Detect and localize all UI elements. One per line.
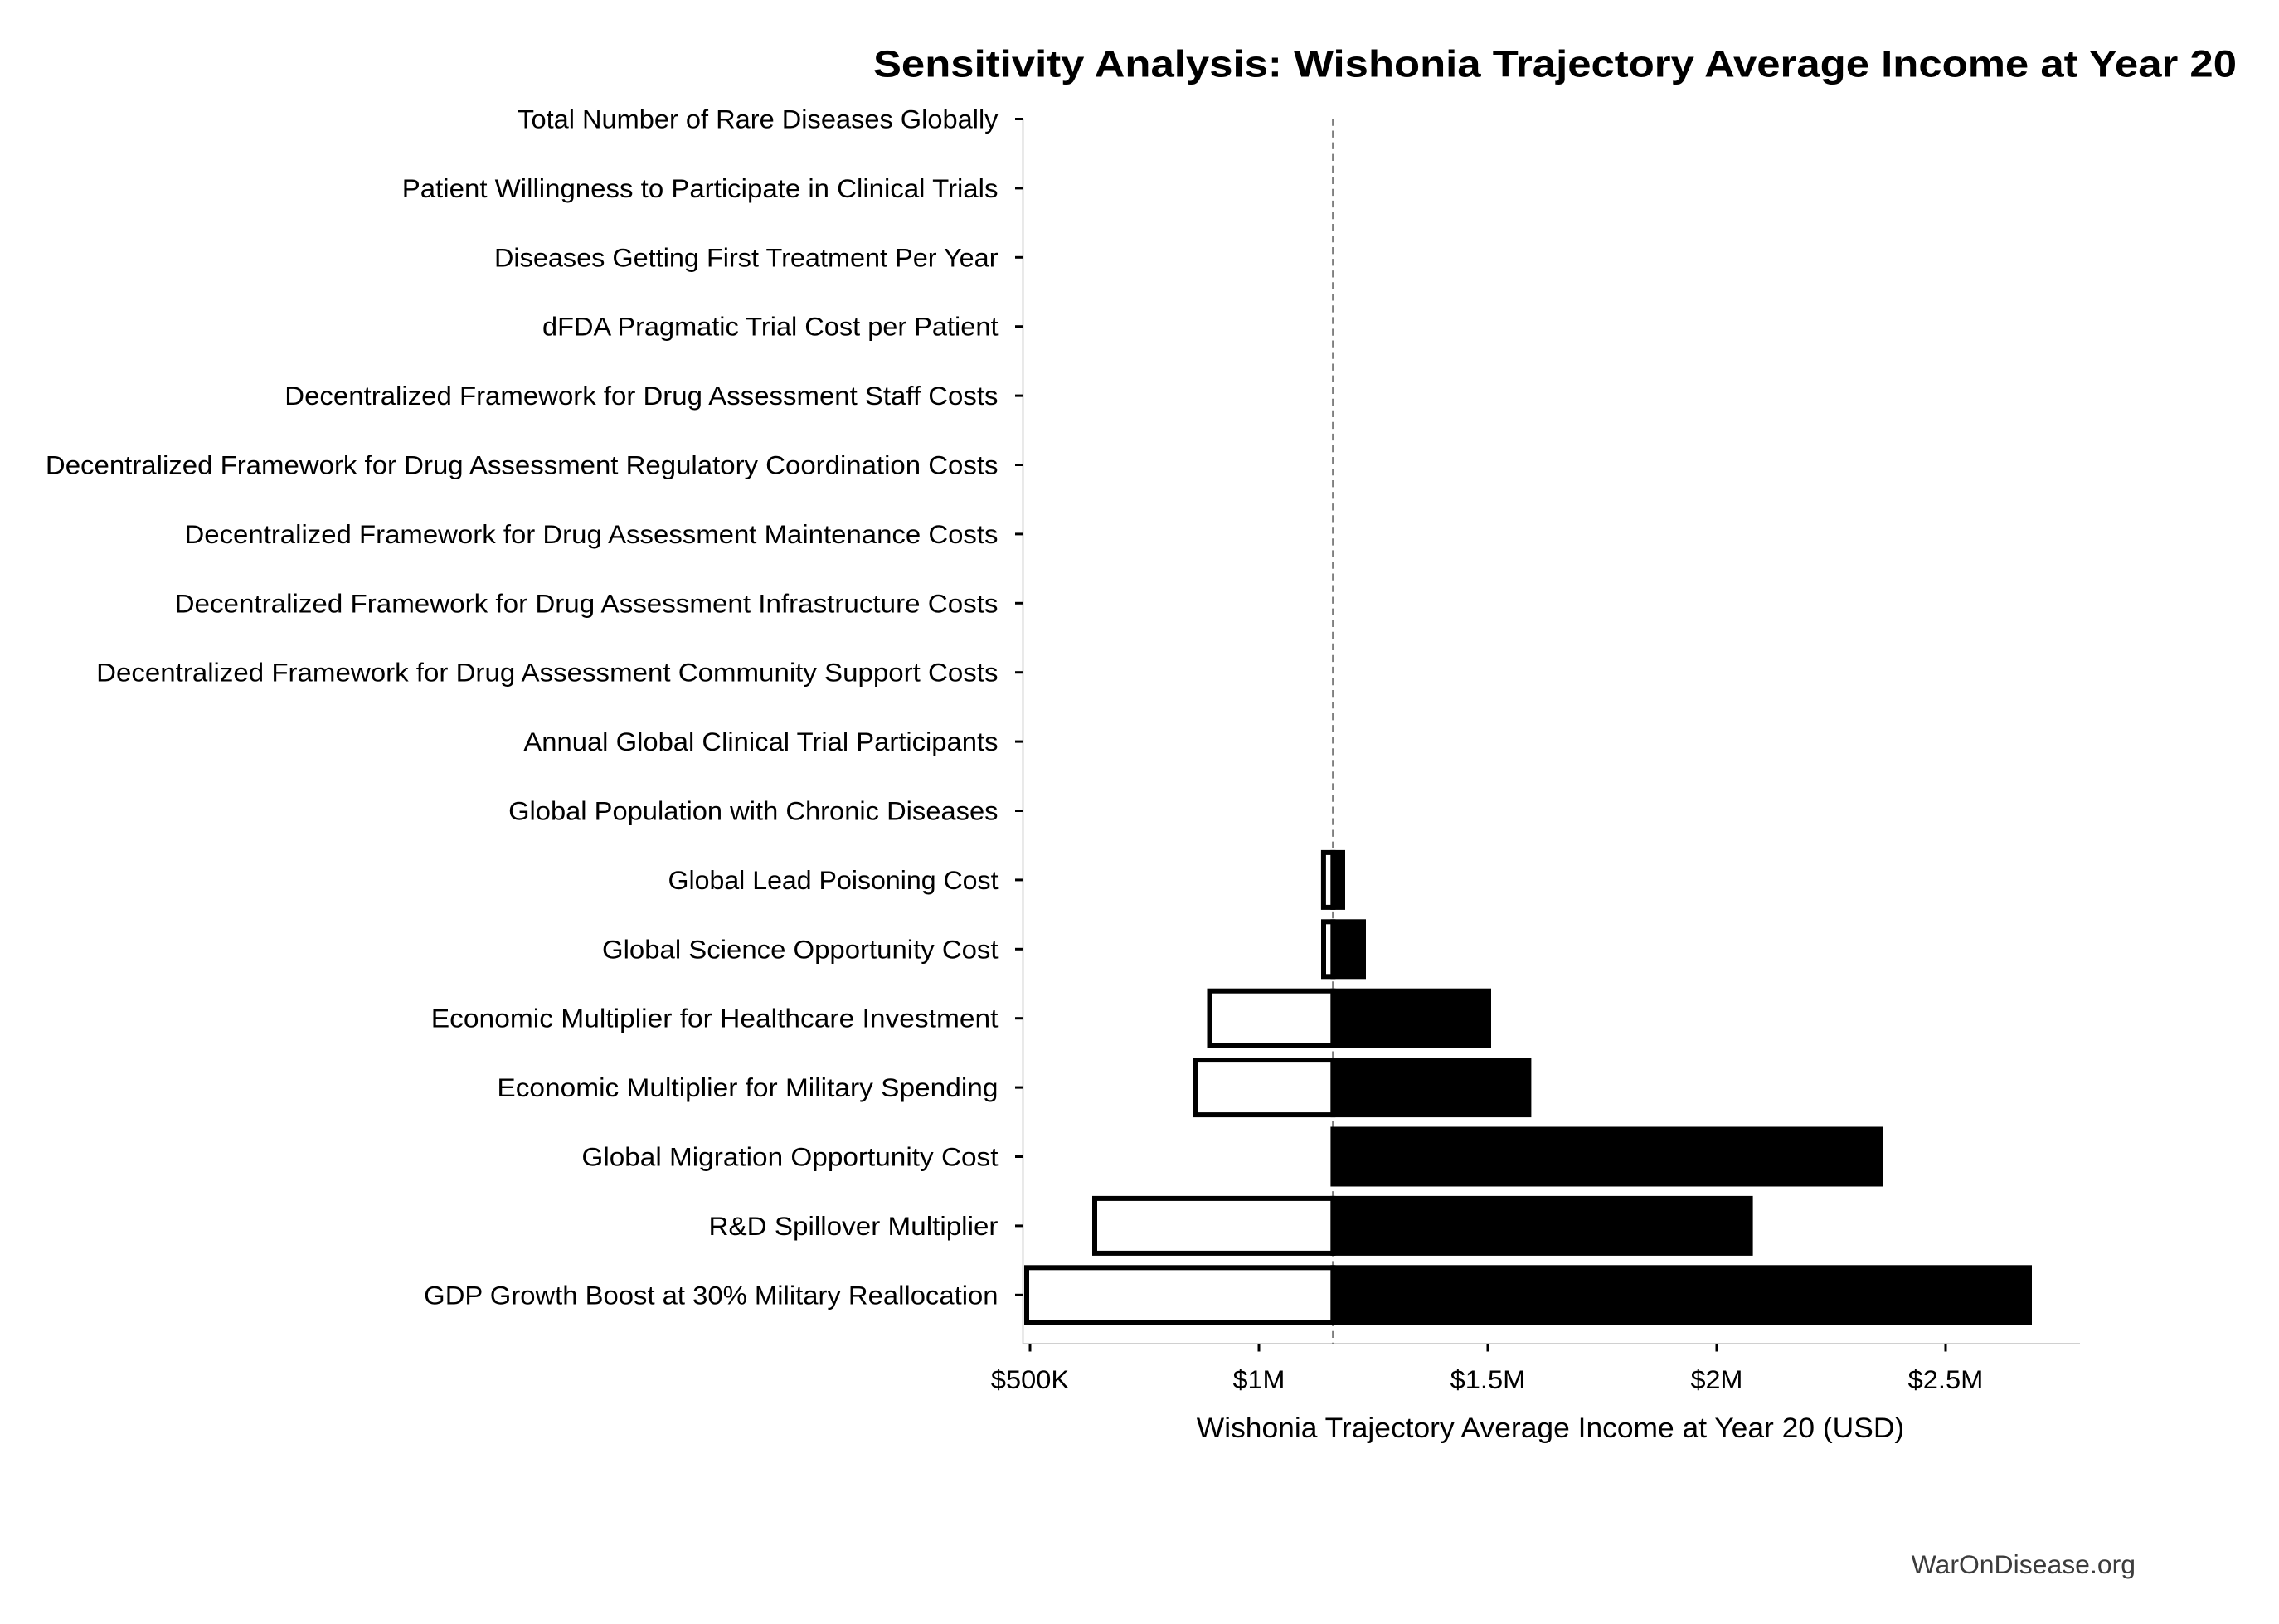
svg-text:Wishonia Trajectory Average In: Wishonia Trajectory Average Income at Ye… bbox=[1197, 1412, 1904, 1444]
svg-text:Sensitivity Analysis: Wishonia: Sensitivity Analysis: Wishonia Trajector… bbox=[873, 43, 2237, 85]
svg-text:R&D Spillover Multiplier: R&D Spillover Multiplier bbox=[709, 1212, 999, 1241]
svg-text:$2.5M: $2.5M bbox=[1908, 1365, 1984, 1394]
svg-text:$500K: $500K bbox=[991, 1365, 1069, 1394]
svg-text:GDP Growth Boost at 30% Milita: GDP Growth Boost at 30% Military Realloc… bbox=[424, 1281, 998, 1310]
svg-text:dFDA Pragmatic Trial Cost per: dFDA Pragmatic Trial Cost per Patient bbox=[542, 313, 999, 342]
svg-text:Decentralized Framework for Dr: Decentralized Framework for Drug Assessm… bbox=[46, 451, 999, 480]
svg-text:Global Lead Poisoning Cost: Global Lead Poisoning Cost bbox=[668, 866, 999, 895]
svg-text:$1.5M: $1.5M bbox=[1450, 1365, 1526, 1394]
svg-text:Total Number of Rare Diseases: Total Number of Rare Diseases Globally bbox=[518, 105, 999, 134]
svg-text:Global Migration Opportunity C: Global Migration Opportunity Cost bbox=[581, 1143, 998, 1172]
svg-text:Decentralized Framework for Dr: Decentralized Framework for Drug Assessm… bbox=[185, 520, 999, 549]
svg-text:WarOnDisease.org: WarOnDisease.org bbox=[1912, 1550, 2136, 1579]
svg-text:Economic Multiplier for Health: Economic Multiplier for Healthcare Inves… bbox=[431, 1004, 999, 1033]
svg-text:Decentralized Framework for Dr: Decentralized Framework for Drug Assessm… bbox=[96, 659, 998, 688]
svg-text:Annual Global Clinical Trial P: Annual Global Clinical Trial Participant… bbox=[523, 727, 998, 756]
svg-text:$2M: $2M bbox=[1691, 1365, 1743, 1394]
svg-text:Global Population with Chronic: Global Population with Chronic Diseases bbox=[508, 797, 998, 826]
svg-text:Decentralized Framework for Dr: Decentralized Framework for Drug Assessm… bbox=[284, 382, 998, 411]
svg-text:Patient Willingness to Partici: Patient Willingness to Participate in Cl… bbox=[402, 174, 999, 203]
svg-text:Decentralized Framework for Dr: Decentralized Framework for Drug Assessm… bbox=[175, 589, 999, 618]
svg-text:Global Science Opportunity Cos: Global Science Opportunity Cost bbox=[602, 935, 999, 964]
svg-text:Diseases Getting First Treatme: Diseases Getting First Treatment Per Yea… bbox=[494, 243, 999, 272]
svg-text:$1M: $1M bbox=[1233, 1365, 1285, 1394]
svg-text:Economic Multiplier for Milita: Economic Multiplier for Military Spendin… bbox=[497, 1073, 998, 1102]
